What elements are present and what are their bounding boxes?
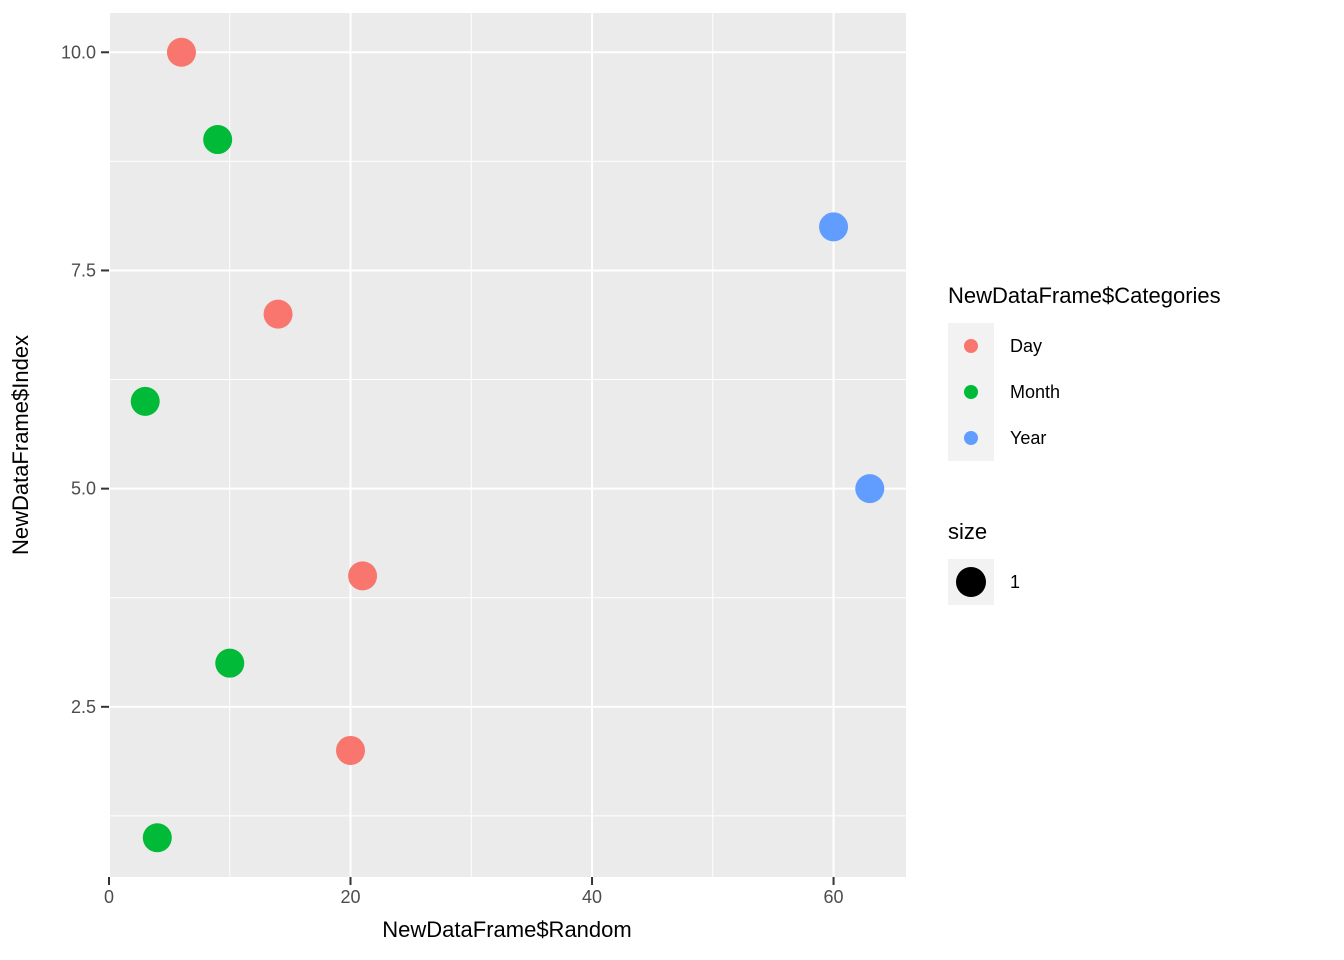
- size-legend-entry: 1: [948, 559, 1221, 605]
- size-legend-label: 1: [1010, 571, 1021, 592]
- legend-key: [948, 415, 994, 461]
- year-point-icon: [964, 431, 978, 445]
- major-gridlines: [108, 13, 906, 877]
- x-axis-title: NewDataFrame$Random: [382, 917, 631, 942]
- data-point-day: [348, 561, 378, 591]
- data-point-month: [142, 823, 172, 853]
- y-tick-label: 10.0: [61, 42, 96, 62]
- data-point-month: [130, 386, 160, 416]
- minor-gridlines: [109, 13, 906, 877]
- x-tick-label: 0: [104, 887, 114, 907]
- legend-entry-year: Year: [948, 415, 1221, 461]
- size-legend-title: size: [948, 519, 988, 544]
- size-point-icon: [956, 567, 986, 597]
- panel-background: [109, 13, 906, 877]
- y-tick-label: 7.5: [71, 260, 96, 280]
- x-tick-label: 40: [582, 887, 602, 907]
- plot-panel: [109, 13, 906, 877]
- day-point-icon: [964, 339, 978, 353]
- y-axis-title: NewDataFrame$Index: [8, 335, 33, 555]
- data-point-year: [819, 212, 849, 242]
- legend-key: [948, 559, 994, 605]
- size-legend: size 1: [948, 519, 1221, 605]
- y-tick-label: 5.0: [71, 479, 96, 499]
- tick-labels: 0 20 40 60 2.5 5.0 7.5 10.0: [61, 42, 844, 907]
- x-tick-label: 20: [340, 887, 360, 907]
- data-point-month: [215, 648, 245, 678]
- data-point-day: [166, 37, 196, 67]
- legend-key: [948, 323, 994, 369]
- month-point-icon: [964, 385, 978, 399]
- data-points: [130, 37, 885, 853]
- x-tick-label: 60: [824, 887, 844, 907]
- data-point-month: [203, 125, 233, 155]
- data-point-day: [263, 299, 293, 329]
- legend-label-year: Year: [1010, 427, 1047, 448]
- legend: NewDataFrame$Categories Day Month Year s…: [948, 283, 1221, 605]
- legend-entry-day: Day: [948, 323, 1221, 369]
- legend-entry-month: Month: [948, 369, 1221, 415]
- data-point-day: [336, 735, 366, 765]
- y-tick-label: 2.5: [71, 697, 96, 717]
- legend-label-day: Day: [1010, 335, 1043, 356]
- axis-ticks: [101, 51, 835, 885]
- legend-title: NewDataFrame$Categories: [948, 283, 1221, 308]
- data-point-year: [855, 474, 885, 504]
- legend-key: [948, 369, 994, 415]
- legend-label-month: Month: [1010, 381, 1061, 402]
